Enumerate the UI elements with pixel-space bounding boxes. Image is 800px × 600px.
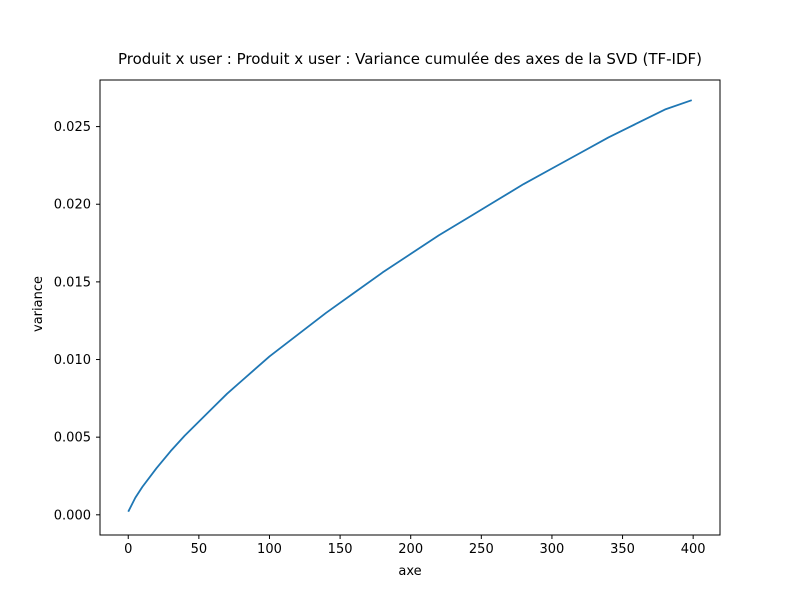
plot-area <box>127 99 693 513</box>
axes-frame <box>99 79 721 536</box>
y-tick-label: 0.020 <box>54 198 91 213</box>
series-line <box>127 99 693 513</box>
y-tick-label: 0.015 <box>54 275 91 290</box>
y-tick-label: 0.000 <box>54 508 91 523</box>
x-tick-label: 300 <box>540 542 565 557</box>
x-tick-label: 100 <box>257 542 282 557</box>
x-tick-label: 0 <box>124 542 132 557</box>
y-axis: 0.000 0.005 0.010 0.015 0.020 0.025 <box>54 120 100 523</box>
x-tick-label: 350 <box>610 542 635 557</box>
y-tick-label: 0.025 <box>54 120 91 135</box>
x-axis: 0 50 100 150 200 250 300 350 400 <box>124 535 706 557</box>
x-axis-label: axe <box>398 564 421 579</box>
x-tick-label: 200 <box>398 542 423 557</box>
x-tick-label: 150 <box>328 542 353 557</box>
x-tick-label: 400 <box>681 542 706 557</box>
x-tick-label: 50 <box>191 542 208 557</box>
y-tick-label: 0.010 <box>54 353 91 368</box>
y-axis-label: variance <box>31 276 46 332</box>
x-tick-label: 250 <box>469 542 494 557</box>
y-tick-label: 0.005 <box>54 431 91 446</box>
chart-title: Produit x user : Produit x user : Varian… <box>118 50 702 68</box>
